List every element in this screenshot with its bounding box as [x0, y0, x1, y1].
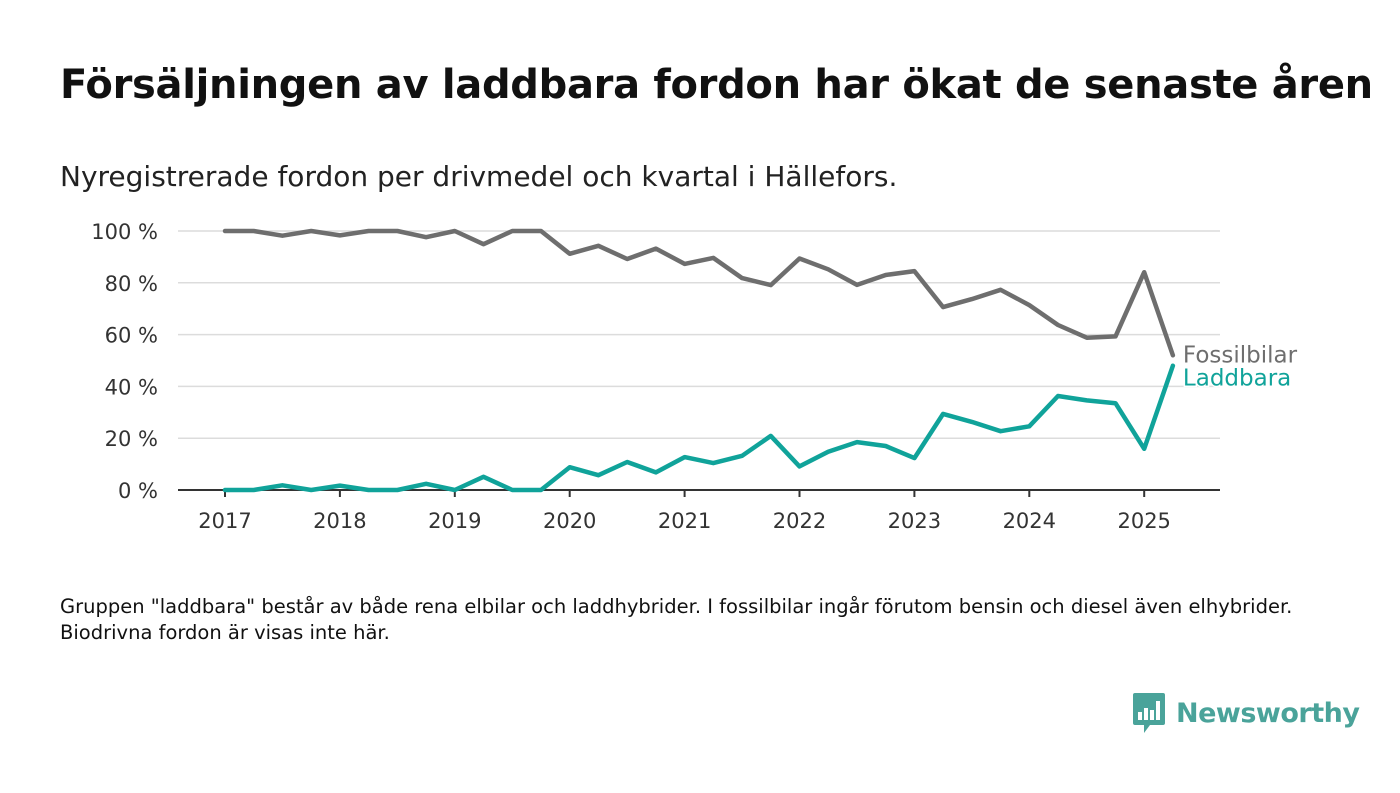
series-lines: [222, 228, 1176, 493]
x-tick-label: 2025: [1117, 509, 1170, 533]
brand-logo: Newsworthy: [1132, 692, 1360, 734]
chart-subtitle: Nyregistrerade fordon per drivmedel och …: [60, 160, 898, 193]
newsworthy-icon: [1133, 693, 1165, 733]
series-line-laddbara: [222, 363, 1176, 493]
y-tick-label: 100 %: [91, 220, 158, 244]
x-tick-label: 2023: [888, 509, 941, 533]
y-tick-label: 80 %: [105, 272, 158, 296]
y-tick-label: 0 %: [118, 479, 158, 503]
x-tick-label: 2024: [1003, 509, 1056, 533]
x-tick-label: 2017: [198, 509, 251, 533]
x-tick-label: 2021: [658, 509, 711, 533]
x-tick-label: 2020: [543, 509, 596, 533]
series-line-fossilbilar: [222, 228, 1176, 358]
gridlines: [178, 230, 1220, 439]
x-tick-label: 2019: [428, 509, 481, 533]
footnote: Gruppen "laddbara" består av både rena e…: [60, 595, 1293, 644]
chart-title: Försäljningen av laddbara fordon har öka…: [60, 62, 1373, 108]
y-tick-label: 20 %: [105, 427, 158, 451]
x-axis: 2017 2018 2019 2020 2021 2022 2023 2024 2025: [178, 489, 1220, 533]
brand-name: Newsworthy: [1176, 697, 1360, 729]
x-tick-label: 2018: [313, 509, 366, 533]
series-label-laddbara: Laddbara: [1183, 366, 1291, 392]
y-tick-label: 60 %: [105, 324, 158, 348]
series-label-fossilbilar: Fossilbilar: [1183, 342, 1298, 368]
x-tick-label: 2022: [773, 509, 826, 533]
y-axis: 0 % 20 % 40 % 60 % 80 % 100 %: [91, 220, 158, 503]
line-chart: 0 % 20 % 40 % 60 % 80 % 100 % 2017 2018 2019 202…: [91, 220, 1299, 533]
y-tick-label: 40 %: [105, 375, 158, 399]
